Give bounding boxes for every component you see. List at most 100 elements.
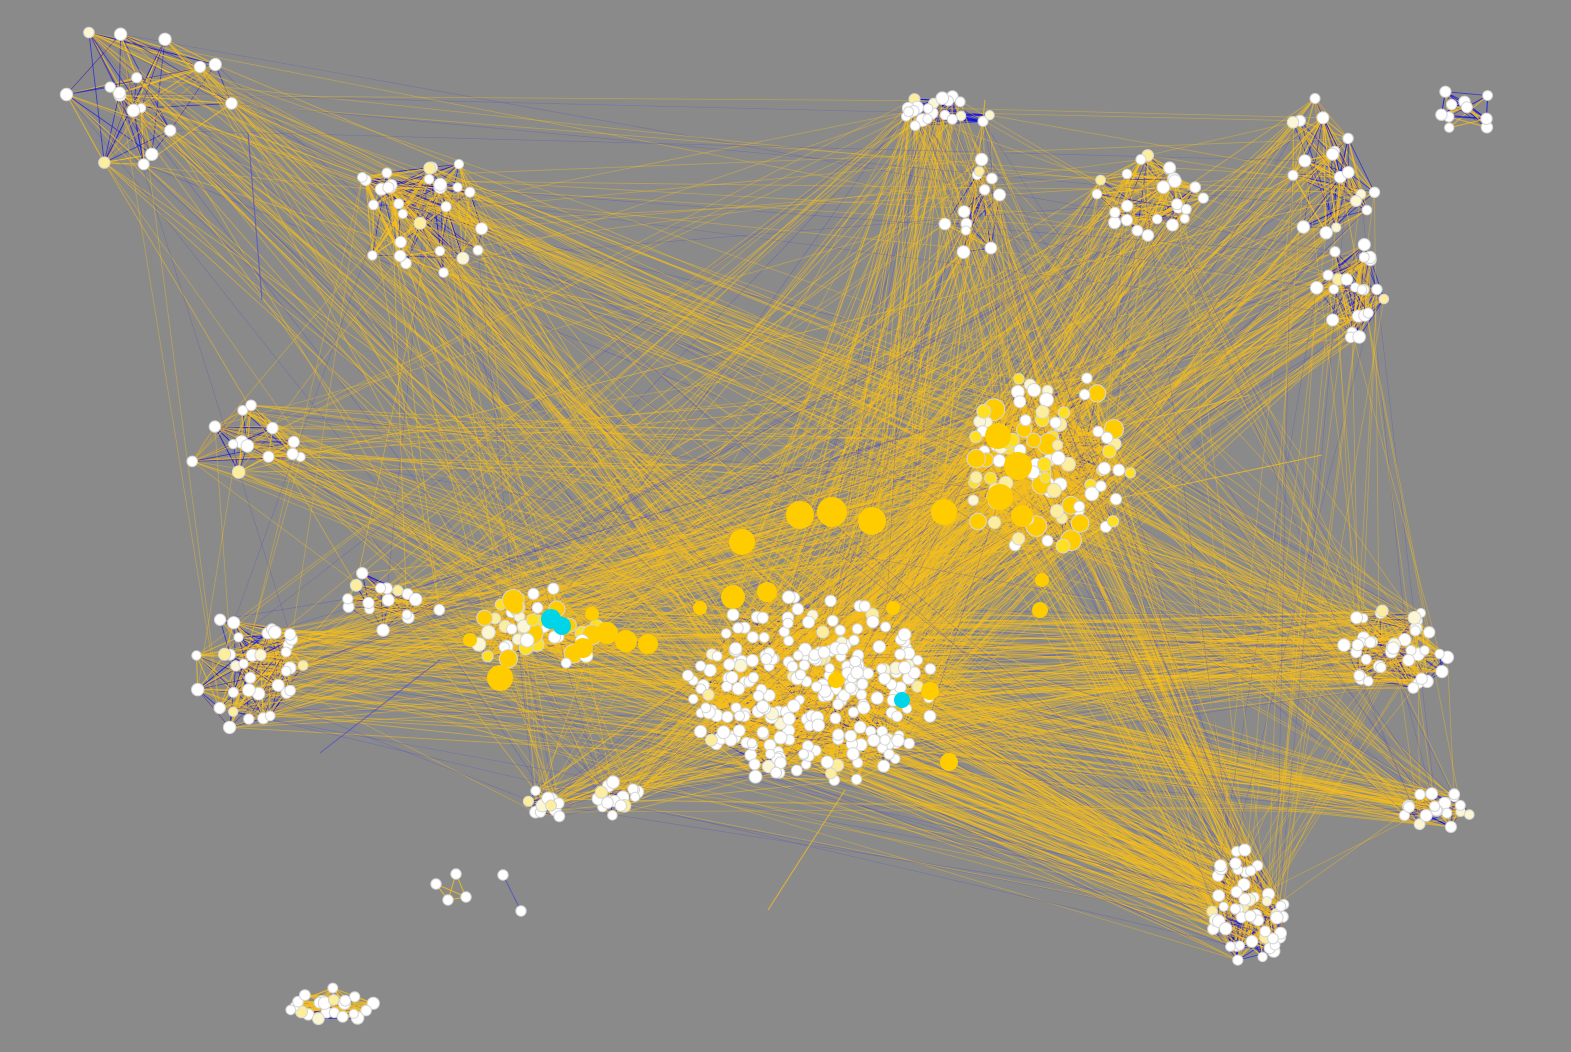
graph-edge bbox=[219, 707, 831, 774]
graph-edge bbox=[215, 64, 1115, 445]
graph-edge bbox=[407, 593, 622, 807]
graph-edge bbox=[909, 112, 1065, 413]
graph-edge bbox=[293, 377, 1087, 443]
graph-edge bbox=[119, 94, 1061, 425]
graph-edge bbox=[780, 178, 993, 724]
graph-edge bbox=[399, 255, 735, 738]
graph-edge bbox=[104, 130, 171, 163]
graph-edge bbox=[214, 426, 865, 607]
graph-edge bbox=[716, 714, 1219, 877]
graph-edge bbox=[1059, 424, 1103, 471]
graph-edge bbox=[380, 189, 554, 589]
graph-edge bbox=[484, 118, 953, 619]
graph-edge bbox=[143, 163, 689, 676]
graph-edge bbox=[525, 194, 1000, 630]
graph-edge bbox=[361, 177, 544, 627]
graph-edge bbox=[65, 94, 105, 163]
graph-edge bbox=[581, 467, 1105, 642]
graph-edge bbox=[199, 66, 567, 664]
graph-edge bbox=[888, 743, 1405, 816]
graph-edge bbox=[238, 636, 762, 690]
graph-edge bbox=[1212, 928, 1239, 961]
graph-edge bbox=[1126, 173, 1175, 182]
graph-edge bbox=[388, 205, 1128, 601]
graph-edge bbox=[769, 744, 1241, 947]
graph-edge bbox=[573, 653, 1213, 912]
graph-edge bbox=[1292, 122, 1337, 228]
graph-edge bbox=[231, 102, 1046, 478]
graph-edge bbox=[1322, 117, 1362, 195]
graph-edge bbox=[373, 163, 460, 206]
graph-edge bbox=[540, 778, 857, 813]
graph-edge bbox=[1113, 428, 1360, 676]
graph-edge bbox=[365, 167, 432, 181]
graph-edge bbox=[739, 446, 1002, 717]
graph-edge bbox=[469, 191, 1047, 401]
graph-edge bbox=[517, 482, 1007, 640]
graph-edge bbox=[917, 617, 1364, 687]
graph-edge bbox=[1332, 298, 1385, 321]
graph-edge bbox=[1335, 177, 1341, 228]
graph-edge bbox=[519, 443, 1049, 618]
graph-edge bbox=[517, 607, 1419, 655]
graph-edge bbox=[104, 162, 144, 165]
graph-edge bbox=[927, 118, 985, 452]
graph-edge bbox=[251, 404, 1102, 471]
graph-edge bbox=[197, 689, 264, 719]
graph-edge bbox=[1304, 117, 1324, 161]
graph-edge bbox=[1041, 176, 1341, 473]
graph-edge bbox=[1314, 98, 1349, 139]
graph-edge bbox=[811, 654, 1258, 867]
graph-edge bbox=[908, 510, 1058, 679]
graph-edge bbox=[765, 223, 967, 656]
graph-edge bbox=[231, 103, 865, 709]
graph-edge bbox=[231, 103, 558, 610]
graph-edge bbox=[944, 174, 978, 225]
graph-edge bbox=[928, 274, 1329, 699]
graph-edge bbox=[1358, 298, 1385, 338]
graph-edge bbox=[140, 39, 166, 109]
graph-edge bbox=[406, 98, 915, 615]
graph-edge bbox=[443, 272, 587, 656]
graph-edge bbox=[709, 155, 1149, 671]
graph-edge bbox=[109, 86, 496, 619]
graph-edge bbox=[196, 655, 251, 679]
graph-edge bbox=[780, 510, 1058, 764]
graph-edge bbox=[408, 256, 1365, 618]
graph-edge bbox=[904, 649, 1425, 669]
graph-edge bbox=[823, 98, 1316, 653]
graph-edge bbox=[224, 653, 754, 678]
graph-edge bbox=[368, 411, 984, 604]
graph-edge bbox=[963, 211, 992, 249]
graph-edge bbox=[1100, 158, 1142, 181]
graph-edge bbox=[1100, 178, 1174, 181]
graph-edge bbox=[519, 616, 1237, 893]
graph-edge bbox=[1327, 275, 1334, 321]
graph-edge bbox=[191, 426, 216, 462]
graph-edge bbox=[543, 244, 1365, 627]
graph-edge bbox=[431, 167, 1056, 424]
graph-edge bbox=[871, 118, 928, 615]
graph-edge bbox=[439, 250, 718, 657]
graph-edge bbox=[103, 162, 357, 586]
graph-edge bbox=[400, 241, 746, 683]
graph-edge bbox=[487, 655, 1237, 893]
graph-edge bbox=[908, 111, 1030, 470]
graph-edge bbox=[882, 747, 1268, 902]
graph-edge bbox=[703, 429, 1025, 686]
graph-edge bbox=[88, 32, 216, 65]
graph-edge bbox=[224, 653, 763, 733]
graph-edge bbox=[199, 66, 901, 655]
graph-edge bbox=[380, 471, 1043, 589]
graph-edge bbox=[769, 652, 1281, 934]
graph-edge bbox=[66, 93, 171, 132]
graph-edge bbox=[380, 443, 1049, 589]
graph-edge bbox=[516, 251, 1336, 612]
graph-edge bbox=[399, 255, 789, 642]
graph-edge bbox=[488, 631, 1253, 942]
graph-edge bbox=[230, 654, 727, 688]
graph-edge bbox=[66, 77, 137, 96]
graph-edge bbox=[439, 184, 832, 774]
